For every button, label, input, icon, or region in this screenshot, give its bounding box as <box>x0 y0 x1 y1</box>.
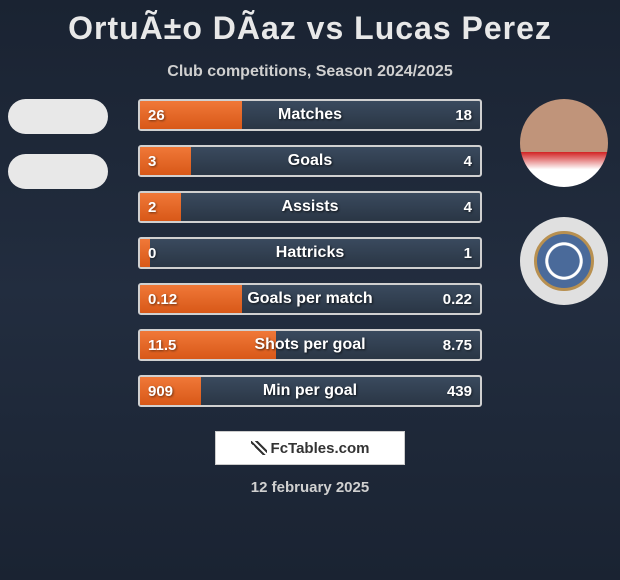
stat-value-left: 0.12 <box>148 291 177 308</box>
stat-label: Goals <box>288 152 332 170</box>
footer-date: 12 february 2025 <box>0 479 620 496</box>
stat-value-left: 909 <box>148 383 173 400</box>
stat-value-right: 18 <box>455 107 472 124</box>
stat-value-left: 3 <box>148 153 156 170</box>
stat-value-right: 439 <box>447 383 472 400</box>
right-player-avatar <box>520 99 608 187</box>
stat-row-min-per-goal: 909 Min per goal 439 <box>138 375 482 407</box>
stat-value-right: 0.22 <box>443 291 472 308</box>
footer-logo-text: FcTables.com <box>271 440 370 457</box>
right-club-avatar <box>520 217 608 305</box>
page-title: OrtuÃ±o DÃ­az vs Lucas Perez <box>0 0 620 47</box>
club-badge-icon <box>534 231 594 291</box>
footer-logo[interactable]: FcTables.com <box>215 431 405 465</box>
stat-label: Matches <box>278 106 342 124</box>
stat-row-goals: 3 Goals 4 <box>138 145 482 177</box>
stat-value-right: 1 <box>464 245 472 262</box>
left-player-avatars <box>8 99 108 209</box>
right-player-avatars <box>520 99 608 335</box>
stat-row-assists: 2 Assists 4 <box>138 191 482 223</box>
stat-value-right: 8.75 <box>443 337 472 354</box>
stat-value-left: 11.5 <box>148 337 176 354</box>
left-club-avatar <box>8 154 108 189</box>
stats-container: 26 Matches 18 3 Goals 4 2 Assists 4 0 Ha… <box>0 99 620 407</box>
stat-value-left: 0 <box>148 245 156 262</box>
stat-value-right: 4 <box>464 153 472 170</box>
stat-value-left: 2 <box>148 199 156 216</box>
stat-row-hattricks: 0 Hattricks 1 <box>138 237 482 269</box>
stat-label: Assists <box>282 198 339 216</box>
stat-label: Shots per goal <box>254 336 365 354</box>
left-player-avatar <box>8 99 108 134</box>
stat-label: Hattricks <box>276 244 344 262</box>
stat-label: Goals per match <box>247 290 372 308</box>
stat-label: Min per goal <box>263 382 357 400</box>
stat-value-right: 4 <box>464 199 472 216</box>
stat-row-matches: 26 Matches 18 <box>138 99 482 131</box>
subtitle: Club competitions, Season 2024/2025 <box>0 63 620 81</box>
stat-value-left: 26 <box>148 107 165 124</box>
stat-bar-left <box>140 193 181 221</box>
stat-row-shots-per-goal: 11.5 Shots per goal 8.75 <box>138 329 482 361</box>
stat-row-goals-per-match: 0.12 Goals per match 0.22 <box>138 283 482 315</box>
